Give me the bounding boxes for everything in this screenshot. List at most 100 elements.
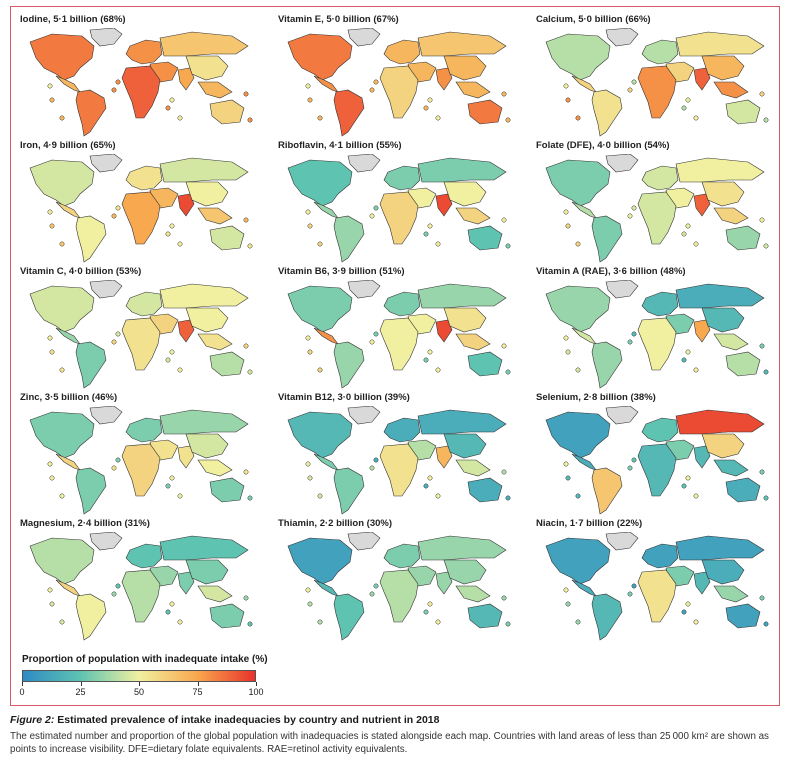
small-country-point xyxy=(115,205,121,211)
map-panel: Riboflavin, 4·1 billion (55%) xyxy=(272,140,530,268)
world-map xyxy=(287,28,511,137)
small-country-point xyxy=(247,369,253,375)
small-country-point xyxy=(369,213,375,219)
region-sa xyxy=(591,467,623,515)
region-eu xyxy=(383,543,421,569)
small-country-point xyxy=(501,343,507,349)
region-au xyxy=(209,477,245,503)
small-country-point xyxy=(435,367,441,373)
region-in xyxy=(693,571,711,595)
map-panel-title: Iodine, 5·1 billion (68%) xyxy=(20,14,126,25)
region-greenland xyxy=(347,406,381,425)
small-country-point xyxy=(305,209,311,215)
small-country-point xyxy=(373,205,379,211)
region-na xyxy=(29,159,95,207)
small-country-point xyxy=(111,591,117,597)
region-greenland xyxy=(605,154,639,173)
small-country-point xyxy=(685,223,691,229)
legend-title: Proportion of population with inadequate… xyxy=(22,654,268,665)
small-country-point xyxy=(59,493,65,499)
small-country-point xyxy=(681,357,687,363)
small-country-point xyxy=(631,457,637,463)
region-ru xyxy=(159,31,249,57)
small-country-point xyxy=(631,79,637,85)
small-country-point xyxy=(427,601,433,607)
region-in xyxy=(177,193,195,217)
legend-tick-mark xyxy=(256,682,257,686)
map-panel: Iodine, 5·1 billion (68%) xyxy=(14,14,272,142)
region-cn xyxy=(443,433,487,459)
small-country-point xyxy=(501,595,507,601)
region-sa xyxy=(333,467,365,515)
region-cn xyxy=(185,559,229,585)
world-map xyxy=(29,28,253,137)
small-country-point xyxy=(505,495,511,501)
small-country-point xyxy=(563,209,569,215)
world-map xyxy=(287,406,511,515)
small-country-point xyxy=(177,241,183,247)
caption-body: The estimated number and proportion of t… xyxy=(10,731,769,755)
region-au xyxy=(467,99,503,125)
region-cn xyxy=(185,307,229,333)
figure-frame xyxy=(10,6,780,706)
region-ru xyxy=(417,409,507,435)
region-eu xyxy=(641,39,679,65)
legend-tick-mark xyxy=(22,682,23,686)
region-af xyxy=(637,317,677,371)
small-country-point xyxy=(681,231,687,237)
world-map xyxy=(29,532,253,641)
region-sa xyxy=(333,89,365,137)
small-country-point xyxy=(305,461,311,467)
region-in xyxy=(177,571,195,595)
map-panel: Zinc, 3·5 billion (46%) xyxy=(14,392,272,520)
small-country-point xyxy=(169,223,175,229)
small-country-point xyxy=(307,97,313,103)
small-country-point xyxy=(427,223,433,229)
map-panel: Magnesium, 2·4 billion (31%) xyxy=(14,518,272,646)
small-country-point xyxy=(563,83,569,89)
region-na xyxy=(545,285,611,333)
region-au xyxy=(467,603,503,629)
small-country-point xyxy=(685,349,691,355)
map-panel: Folate (DFE), 4·0 billion (54%) xyxy=(530,140,788,268)
caption-title-text: Estimated prevalence of intake inadequac… xyxy=(57,714,440,726)
small-country-point xyxy=(693,241,699,247)
region-eu xyxy=(125,39,163,65)
small-country-point xyxy=(763,117,769,123)
legend-colorbar xyxy=(22,670,256,682)
small-country-point xyxy=(627,465,633,471)
region-greenland xyxy=(89,406,123,425)
small-country-point xyxy=(759,91,765,97)
small-country-point xyxy=(693,367,699,373)
small-country-point xyxy=(681,105,687,111)
small-country-point xyxy=(763,369,769,375)
small-country-point xyxy=(305,587,311,593)
region-eu xyxy=(383,417,421,443)
region-na xyxy=(29,411,95,459)
region-af xyxy=(121,65,161,119)
region-sea xyxy=(455,81,491,99)
small-country-point xyxy=(693,493,699,499)
region-greenland xyxy=(605,406,639,425)
legend-tick-label: 25 xyxy=(75,687,86,697)
region-au xyxy=(725,351,761,377)
small-country-point xyxy=(169,97,175,103)
legend-tick-label: 50 xyxy=(133,687,145,697)
small-country-point xyxy=(759,343,765,349)
region-na xyxy=(545,537,611,585)
region-af xyxy=(121,191,161,245)
small-country-point xyxy=(563,587,569,593)
small-country-point xyxy=(501,217,507,223)
small-country-point xyxy=(759,595,765,601)
small-country-point xyxy=(565,97,571,103)
region-af xyxy=(121,317,161,371)
region-na xyxy=(29,285,95,333)
region-sea xyxy=(713,333,749,351)
small-country-point xyxy=(243,469,249,475)
small-country-point xyxy=(763,243,769,249)
region-in xyxy=(177,67,195,91)
small-country-point xyxy=(565,601,571,607)
region-greenland xyxy=(347,154,381,173)
map-panel-title: Niacin, 1·7 billion (22%) xyxy=(536,518,643,529)
small-country-point xyxy=(763,621,769,627)
